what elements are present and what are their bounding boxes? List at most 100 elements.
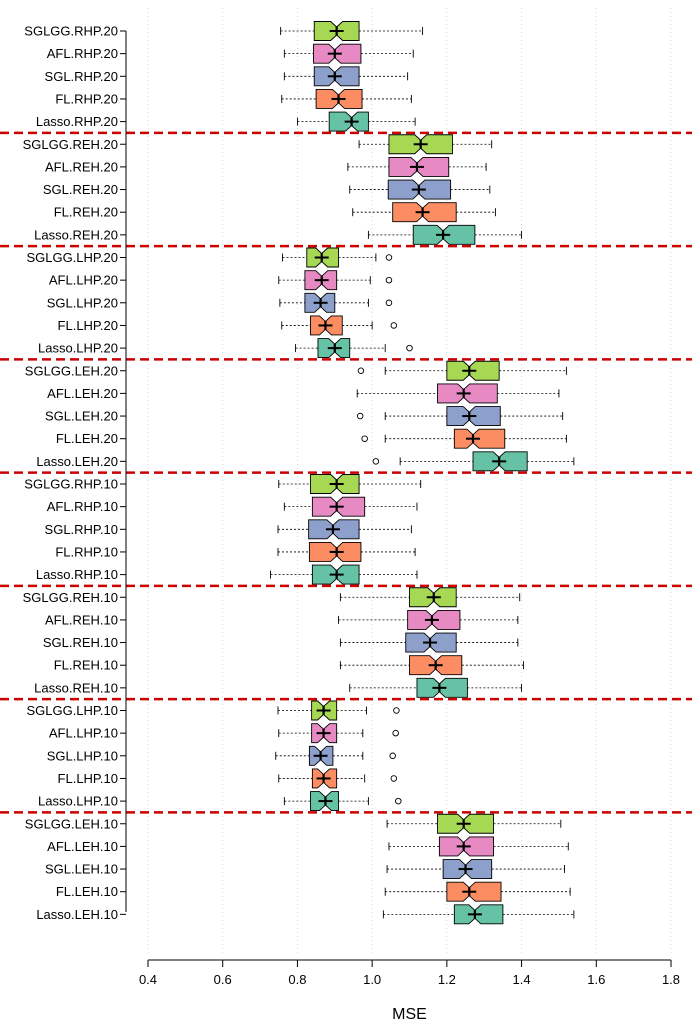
- axes: 0.4 0.6 0.8 1.0 1.2 1.4 1.6 1.8 MSE: [125, 31, 680, 1023]
- category-labels: SGLGG.RHP.20 AFL.RHP.20 SGL.RHP.20 FL.RHP.2…: [23, 24, 126, 922]
- y-tick-label: FL.RHP.10: [55, 544, 118, 559]
- y-tick-label: AFL.RHP.10: [47, 499, 118, 514]
- y-tick-label: SGL.LEH.20: [45, 409, 118, 424]
- box-afl-reh-10: [338, 609, 519, 630]
- outlier-point: [372, 458, 380, 465]
- outlier-point: [392, 729, 399, 737]
- y-tick-label: Lasso.REH.20: [34, 227, 118, 242]
- box-lasso-rhp-10: [270, 564, 418, 585]
- y-tick-label: SGLGG.LEH.20: [25, 363, 118, 378]
- box-sglgg-reh-20: [358, 134, 493, 155]
- outlier-point: [390, 775, 398, 782]
- y-tick-label: FL.RHP.20: [55, 91, 118, 106]
- x-axis-label: MSE: [392, 1006, 427, 1023]
- box-sgl-reh-10: [339, 632, 519, 653]
- box-afl-reh-20: [347, 156, 487, 177]
- y-tick-label: FL.LEH.10: [56, 884, 118, 899]
- x-tick-label: 0.8: [288, 972, 306, 987]
- y-tick-label: SGLGG.REH.20: [23, 137, 118, 152]
- box-sgl-reh-20: [349, 179, 491, 200]
- y-tick-label: AFL.LEH.10: [47, 839, 118, 854]
- outlier-point: [361, 435, 368, 442]
- box-afl-lhp-20: [278, 270, 393, 291]
- x-tick-label: 0.6: [214, 972, 232, 987]
- y-tick-label: SGLGG.RHP.10: [24, 477, 118, 492]
- y-tick-label: SGL.RHP.10: [45, 522, 118, 537]
- box-fl-lhp-20: [281, 315, 398, 336]
- box-fl-leh-20: [361, 428, 567, 449]
- x-tick-label: 1.4: [513, 972, 531, 987]
- y-tick-label: AFL.LHP.20: [49, 273, 118, 288]
- x-tick-label: 1.6: [587, 972, 605, 987]
- y-tick-label: Lasso.LEH.10: [36, 907, 118, 922]
- y-tick-label: FL.LHP.10: [58, 771, 118, 786]
- y-tick-label: SGL.LHP.10: [47, 748, 118, 763]
- y-tick-label: SGL.REH.20: [43, 182, 118, 197]
- x-ticks: 0.4 0.6 0.8 1.0 1.2 1.4 1.6 1.8: [139, 960, 680, 987]
- y-tick-label: SGL.LEH.10: [45, 862, 118, 877]
- box-sglgg-reh-10: [339, 587, 521, 608]
- x-tick-label: 1.8: [662, 972, 680, 987]
- y-tick-label: Lasso.LHP.20: [38, 341, 118, 356]
- x-tick-label: 0.4: [139, 972, 157, 987]
- y-tick-label: SGLGG.LHP.20: [26, 250, 118, 265]
- box-lasso-lhp-20: [295, 338, 413, 359]
- box-sglgg-leh-10: [386, 813, 562, 834]
- outlier-point: [385, 254, 393, 261]
- outlier-point: [385, 276, 393, 284]
- box-afl-leh-20: [356, 383, 560, 404]
- box-fl-reh-10: [339, 655, 524, 676]
- box-fl-rhp-10: [277, 542, 416, 562]
- y-tick-label: Lasso.RHP.10: [36, 567, 118, 582]
- y-tick-label: SGLGG.RHP.20: [24, 24, 118, 39]
- outlier-point: [406, 344, 413, 352]
- y-tick-label: FL.REH.20: [54, 205, 118, 220]
- box-sglgg-rhp-20: [280, 21, 424, 41]
- outlier-point: [389, 752, 396, 760]
- box-afl-rhp-10: [283, 496, 418, 517]
- outlier-point: [385, 299, 393, 307]
- box-fl-rhp-20: [281, 89, 412, 109]
- outlier-point: [390, 322, 398, 329]
- y-tick-label: Lasso.REH.10: [34, 680, 118, 695]
- box-sgl-leh-20: [356, 406, 564, 426]
- box-sgl-rhp-10: [277, 519, 412, 540]
- y-tick-label: Lasso.RHP.20: [36, 114, 118, 129]
- y-tick-label: FL.REH.10: [54, 658, 118, 673]
- y-tick-label: AFL.REH.10: [45, 612, 118, 627]
- box-fl-reh-20: [352, 202, 496, 223]
- box-sgl-leh-10: [386, 859, 565, 879]
- x-tick-label: 1.2: [438, 972, 456, 987]
- y-tick-label: AFL.LHP.10: [49, 726, 118, 741]
- box-lasso-leh-10: [382, 904, 575, 925]
- outlier-point: [356, 412, 364, 420]
- outlier-point: [357, 367, 365, 375]
- y-tick-label: SGLGG.REH.10: [23, 590, 118, 605]
- box-lasso-leh-20: [372, 451, 575, 472]
- box-afl-rhp-20: [283, 43, 414, 64]
- group-separators: [0, 131, 692, 814]
- y-tick-label: FL.LHP.20: [58, 318, 118, 333]
- box-lasso-lhp-10: [283, 791, 402, 812]
- y-tick-label: SGL.REH.10: [43, 635, 118, 650]
- y-tick-label: Lasso.LEH.20: [36, 454, 118, 469]
- box-afl-lhp-10: [278, 723, 399, 744]
- y-tick-label: SGL.LHP.20: [47, 295, 118, 310]
- outlier-point: [395, 797, 402, 805]
- box-sglgg-lhp-10: [277, 700, 400, 721]
- box-sgl-lhp-20: [279, 292, 393, 313]
- outlier-point: [393, 707, 400, 714]
- box-lasso-reh-20: [367, 224, 523, 245]
- y-tick-label: SGLGG.LHP.10: [26, 703, 118, 718]
- box-sgl-rhp-20: [283, 66, 409, 87]
- box-series: [270, 21, 575, 925]
- box-fl-lhp-10: [278, 768, 398, 789]
- y-tick-label: AFL.REH.20: [45, 159, 118, 174]
- box-fl-leh-10: [384, 881, 571, 902]
- y-tick-label: SGL.RHP.20: [45, 69, 118, 84]
- x-tick-label: 1.0: [363, 972, 381, 987]
- box-sglgg-lhp-20: [282, 247, 393, 268]
- y-tick-label: AFL.RHP.20: [47, 46, 118, 61]
- box-lasso-rhp-20: [296, 111, 416, 132]
